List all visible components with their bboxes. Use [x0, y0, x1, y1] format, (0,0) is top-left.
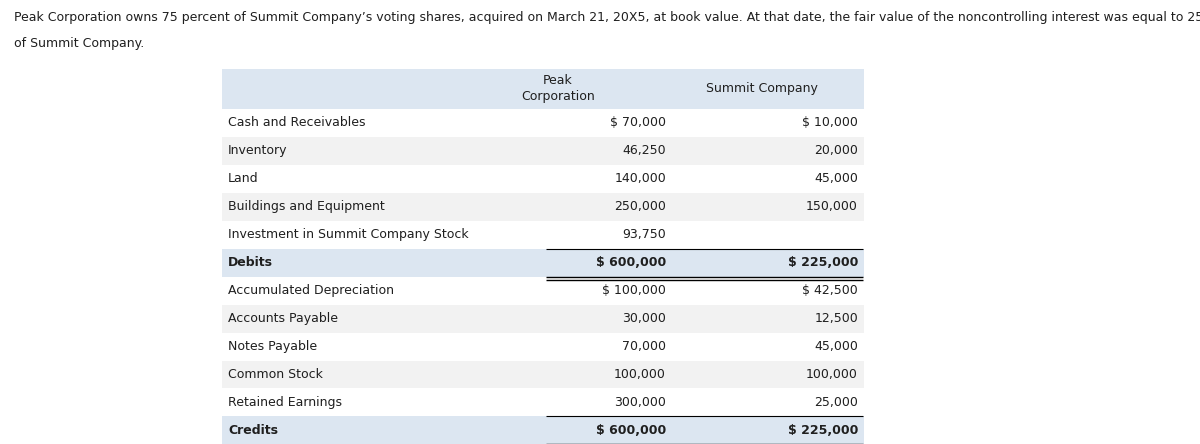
Text: 45,000: 45,000 — [814, 172, 858, 185]
Text: $ 600,000: $ 600,000 — [595, 256, 666, 269]
Text: 20,000: 20,000 — [814, 144, 858, 157]
Text: Debits: Debits — [228, 256, 274, 269]
Text: 93,750: 93,750 — [623, 228, 666, 241]
Bar — [222, 165, 864, 193]
Bar — [222, 416, 864, 444]
Text: 45,000: 45,000 — [814, 340, 858, 353]
Text: Accumulated Depreciation: Accumulated Depreciation — [228, 284, 394, 297]
Text: Peak Corporation owns 75 percent of Summit Company’s voting shares, acquired on : Peak Corporation owns 75 percent of Summ… — [14, 11, 1200, 24]
Bar — [222, 221, 864, 249]
Bar — [222, 305, 864, 333]
Text: $ 600,000: $ 600,000 — [595, 424, 666, 437]
Bar — [222, 388, 864, 416]
Text: Credits: Credits — [228, 424, 278, 437]
Text: 140,000: 140,000 — [614, 172, 666, 185]
Text: Accounts Payable: Accounts Payable — [228, 312, 338, 325]
Text: 100,000: 100,000 — [614, 368, 666, 381]
Text: $ 42,500: $ 42,500 — [803, 284, 858, 297]
Text: Common Stock: Common Stock — [228, 368, 323, 381]
Text: Buildings and Equipment: Buildings and Equipment — [228, 200, 385, 213]
Text: 300,000: 300,000 — [614, 396, 666, 409]
Text: $ 225,000: $ 225,000 — [787, 424, 858, 437]
Bar — [222, 249, 864, 277]
Text: 30,000: 30,000 — [622, 312, 666, 325]
Text: 100,000: 100,000 — [806, 368, 858, 381]
Text: Cash and Receivables: Cash and Receivables — [228, 116, 366, 129]
Text: Inventory: Inventory — [228, 144, 288, 157]
Text: Investment in Summit Company Stock: Investment in Summit Company Stock — [228, 228, 469, 241]
Text: Notes Payable: Notes Payable — [228, 340, 317, 353]
Bar — [222, 109, 864, 137]
Text: Peak
Corporation: Peak Corporation — [521, 74, 595, 103]
Text: 25,000: 25,000 — [814, 396, 858, 409]
Text: Summit Company: Summit Company — [706, 82, 818, 95]
Bar — [222, 137, 864, 165]
Text: 250,000: 250,000 — [614, 200, 666, 213]
Bar — [222, 193, 864, 221]
Text: Retained Earnings: Retained Earnings — [228, 396, 342, 409]
Text: $ 70,000: $ 70,000 — [610, 116, 666, 129]
Bar — [222, 277, 864, 305]
Bar — [222, 361, 864, 388]
Text: 150,000: 150,000 — [806, 200, 858, 213]
Text: $ 225,000: $ 225,000 — [787, 256, 858, 269]
Text: $ 10,000: $ 10,000 — [802, 116, 858, 129]
Text: 46,250: 46,250 — [623, 144, 666, 157]
Bar — [222, 69, 864, 109]
Text: 12,500: 12,500 — [815, 312, 858, 325]
Text: 70,000: 70,000 — [622, 340, 666, 353]
Text: Land: Land — [228, 172, 259, 185]
Text: $ 100,000: $ 100,000 — [602, 284, 666, 297]
Bar — [222, 333, 864, 361]
Text: of Summit Company.: of Summit Company. — [14, 37, 145, 50]
